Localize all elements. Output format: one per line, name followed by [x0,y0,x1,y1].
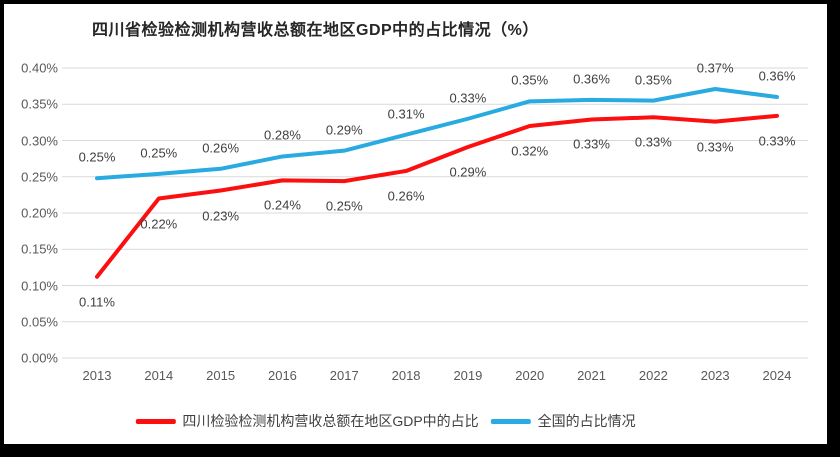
sichuan-data-label: 0.33% [573,136,610,152]
national-data-label: 0.25% [140,145,178,161]
x-axis-label: 2021 [577,368,606,383]
chart-surface: 四川省检验检测机构营收总额在地区GDP中的占比情况（%） 0.00% 0.05% 0… [4,4,827,444]
national-data-label: 0.35% [634,72,672,88]
chart-title: 四川省检验检测机构营收总额在地区GDP中的占比情况（%） [92,22,539,39]
x-axis-label: 2014 [144,368,174,383]
national-data-label: 0.36% [573,71,610,87]
legend: 四川检验检测机构营收总额在地区GDP中的占比 全国的占比情况 [135,411,636,431]
x-axis-label: 2015 [206,368,236,383]
sichuan-data-label: 0.11% [79,294,115,310]
sichuan-data-label: 0.26% [387,188,425,204]
x-axis-label: 2018 [391,368,421,383]
x-axis-label: 2023 [700,368,730,383]
sichuan-line [95,113,779,279]
y-axis-tick-label: 0.00% [21,350,58,366]
x-axis-label: 2013 [82,368,112,383]
sichuan-data-label: 0.24% [264,197,301,213]
y-axis-tick-label: 0.20% [21,205,58,221]
national-data-label: 0.36% [758,68,796,84]
sichuan-data-label: 0.25% [325,198,363,214]
national-data-label: 0.31% [387,106,425,122]
national-data-label: 0.25% [78,149,116,165]
sichuan-data-label: 0.22% [140,216,178,231]
sichuan-data-label: 0.33% [634,134,672,150]
y-axis-tick-label: 0.15% [21,241,58,257]
y-axis-tick-label: 0.40% [21,60,58,76]
y-axis-tick-label: 0.30% [21,133,58,148]
x-axis-label: 2020 [515,368,545,383]
x-axis-label: 2022 [638,368,668,383]
sichuan-data-label: 0.33% [696,139,734,155]
legend-label-sichuan: 四川检验检测机构营收总额在地区GDP中的占比 [182,413,479,429]
y-axis-tick-label: 0.05% [21,314,58,330]
sichuan-data-label: 0.29% [449,164,487,180]
national-data-label: 0.37% [696,60,734,76]
legend-item-sichuan: 四川检验检测机构营收总额在地区GDP中的占比 [135,411,479,431]
national-data-label: 0.26% [202,140,240,156]
sichuan-line-swatch [135,418,176,424]
x-axis-label: 2019 [453,368,483,383]
sichuan-data-label: 0.33% [758,133,796,149]
legend-item-national: 全国的占比情况 [490,411,636,431]
y-axis-tick-label: 0.10% [21,278,58,293]
national-line [95,87,779,181]
x-axis-label: 2017 [329,368,359,383]
y-axis-tick-label: 0.25% [21,169,58,185]
y-axis-tick-label: 0.35% [21,96,58,112]
national-data-label: 0.35% [511,72,549,88]
national-line-swatch [490,418,531,424]
plot-svg [62,67,808,359]
x-axis-label: 2024 [762,368,792,383]
national-data-label: 0.29% [325,122,363,138]
national-data-label: 0.28% [264,127,301,143]
x-axis-label: 2016 [267,368,297,383]
sichuan-data-label: 0.32% [511,143,549,159]
legend-label-national: 全国的占比情况 [537,413,636,429]
national-data-label: 0.33% [449,90,487,106]
sichuan-data-label: 0.23% [202,208,240,224]
